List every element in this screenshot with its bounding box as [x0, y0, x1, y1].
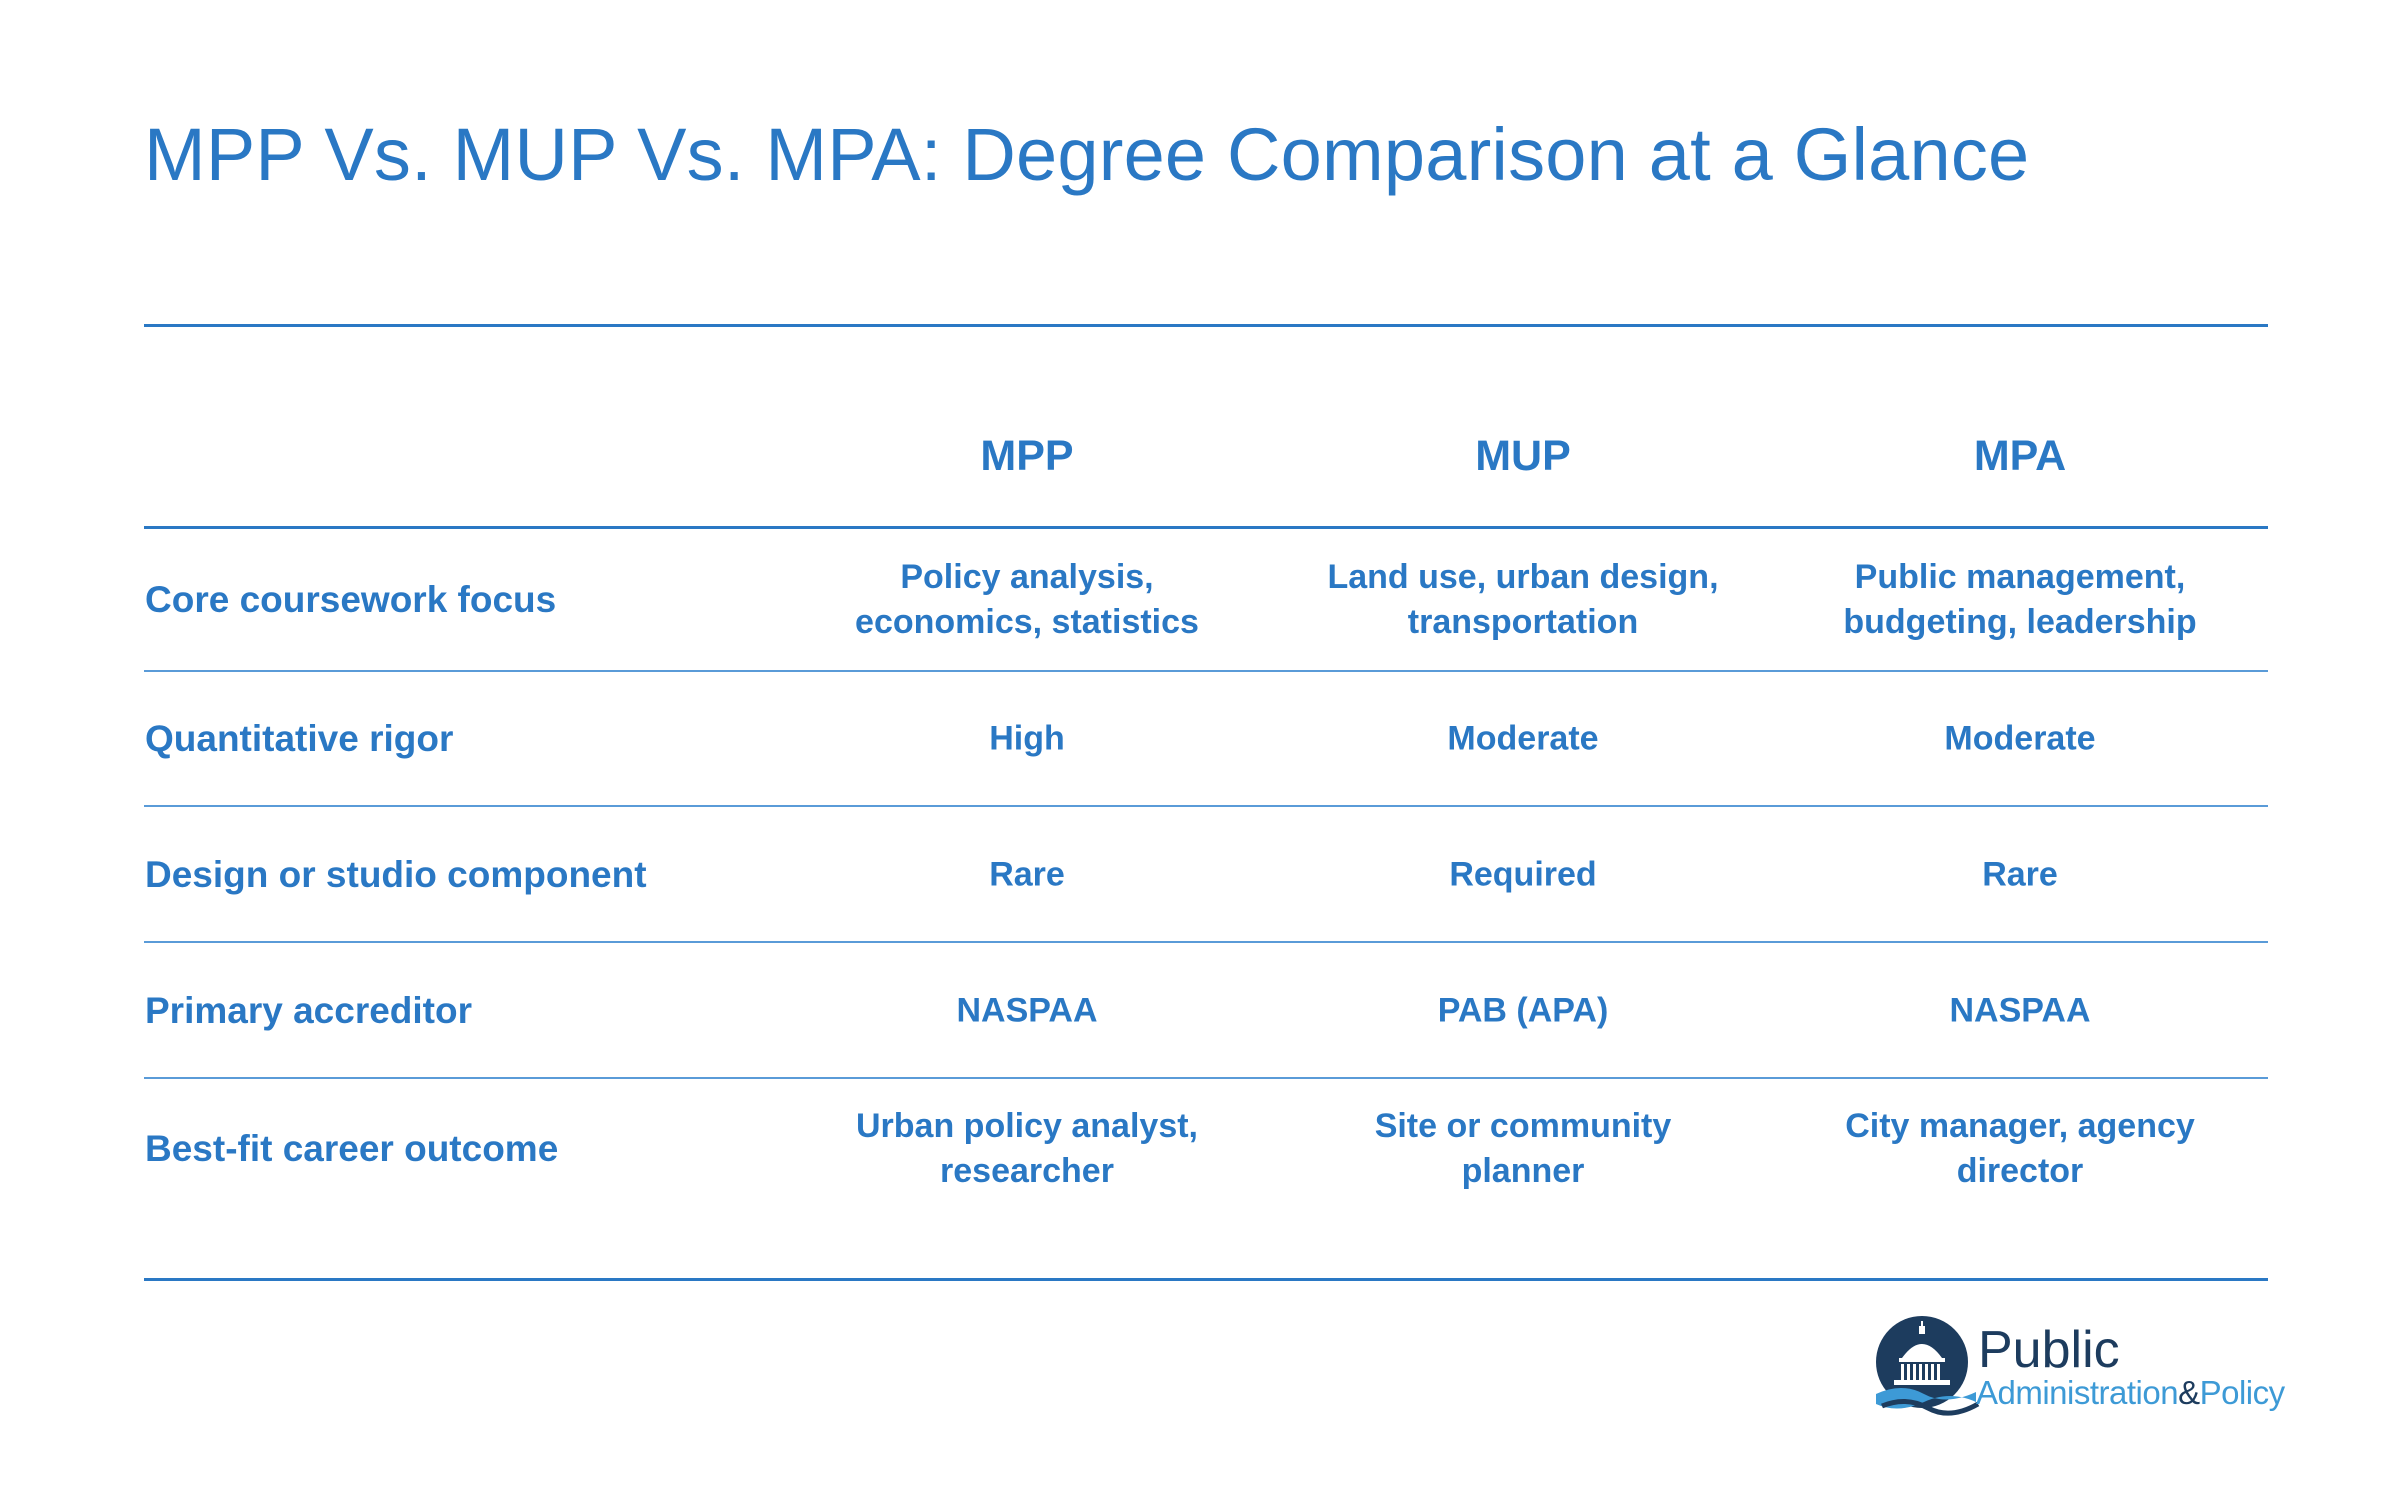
- table-cell: City manager, agency director: [1845, 1107, 2195, 1190]
- bottom-rule: [144, 1278, 2268, 1281]
- column-header-mup: MUP: [1475, 432, 1571, 480]
- table-cell: Rare: [989, 855, 1065, 894]
- page-title: MPP Vs. MUP Vs. MPA: Degree Comparison a…: [144, 113, 2030, 196]
- row-divider: [144, 670, 2268, 672]
- row-label-design-studio: Design or studio component: [145, 854, 647, 895]
- row-label-primary-accreditor: Primary accreditor: [145, 990, 473, 1031]
- table-cell: Moderate: [1447, 719, 1599, 758]
- table-cell: High: [989, 719, 1065, 758]
- table-cell: Moderate: [1944, 719, 2096, 758]
- logo-subtitle: Administration&Policy: [1976, 1374, 2285, 1412]
- table-cell: Public management, budgeting, leadership: [1843, 558, 2197, 641]
- row-label-quantitative-rigor: Quantitative rigor: [145, 718, 454, 759]
- table-cell: Required: [1449, 855, 1597, 894]
- row-label-career-outcome: Best-fit career outcome: [145, 1128, 559, 1169]
- logo-wordmark: Public: [1978, 1321, 2120, 1379]
- table-cell: Urban policy analyst, researcher: [856, 1107, 1198, 1190]
- top-rule: [144, 324, 2268, 327]
- logo-sub-policy: Policy: [2199, 1374, 2286, 1411]
- row-divider: [144, 941, 2268, 943]
- logo-ampersand: &: [2178, 1374, 2200, 1411]
- row-divider: [144, 805, 2268, 807]
- column-header-mpa: MPA: [1973, 432, 2067, 480]
- capitol-dome-icon: [1876, 1316, 1980, 1416]
- row-label-core-coursework: Core coursework focus: [145, 579, 557, 620]
- table-cell: NASPAA: [956, 991, 1098, 1030]
- header-rule: [144, 526, 2268, 529]
- column-header-mpp: MPP: [980, 432, 1074, 480]
- table-cell: Site or community planner: [1374, 1107, 1672, 1190]
- table-cell: Rare: [1982, 855, 2058, 894]
- table-cell: Policy analysis, economics, statistics: [855, 558, 1199, 641]
- table-cell: NASPAA: [1949, 991, 2091, 1030]
- row-divider: [144, 1077, 2268, 1079]
- public-administration-policy-logo: Public Administration&Policy: [1872, 1312, 2285, 1432]
- table-cell: Land use, urban design, transportation: [1327, 558, 1719, 641]
- table-cell: PAB (APA): [1437, 991, 1609, 1030]
- logo-sub-administration: Administration: [1976, 1374, 2179, 1411]
